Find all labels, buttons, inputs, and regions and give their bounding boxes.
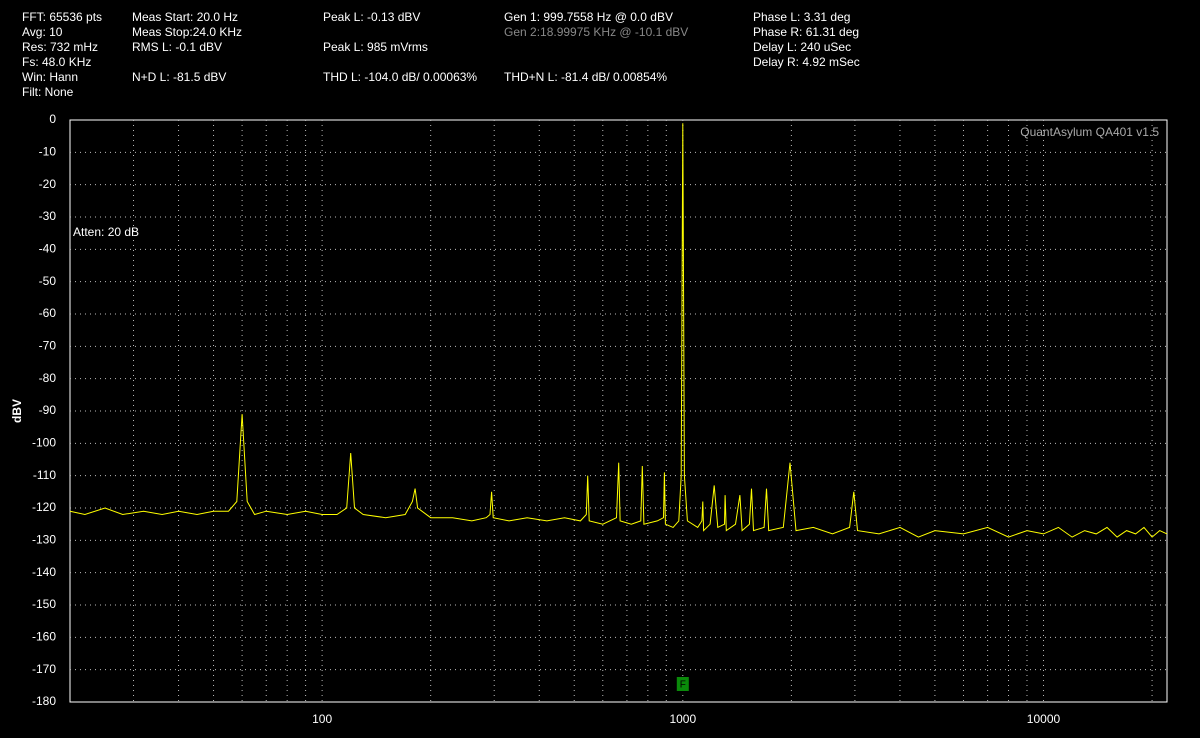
y-tick-label: -50 [39, 274, 57, 288]
header-stat: Delay R: 4.92 mSec [753, 55, 860, 69]
y-tick-label: -160 [32, 630, 56, 644]
x-tick-label: 1000 [669, 712, 696, 726]
header-stat: Peak L: -0.13 dBV [323, 10, 420, 24]
annotation: Atten: 20 dB [73, 225, 139, 239]
y-tick-label: -60 [39, 306, 57, 320]
header-stat: Meas Start: 20.0 Hz [132, 10, 238, 24]
header-stat: Fs: 48.0 KHz [22, 55, 91, 69]
header-stat: Gen 1: 999.7558 Hz @ 0.0 dBV [504, 10, 673, 24]
watermark: QuantAsylum QA401 v1.5 [1020, 125, 1159, 139]
header-stat: Win: Hann [22, 70, 78, 84]
y-tick-label: -120 [32, 500, 56, 514]
header-stat: Peak L: 985 mVrms [323, 40, 428, 54]
y-tick-label: -100 [32, 436, 56, 450]
header-stat: Avg: 10 [22, 25, 63, 39]
header-stat: Filt: None [22, 85, 74, 99]
header-stat: Phase R: 61.31 deg [753, 25, 859, 39]
x-tick-label: 100 [312, 712, 332, 726]
y-tick-label: -150 [32, 597, 56, 611]
y-tick-label: -80 [39, 371, 57, 385]
y-tick-label: -70 [39, 339, 57, 353]
y-tick-label: -140 [32, 565, 56, 579]
header-stat: Meas Stop:24.0 KHz [132, 25, 242, 39]
y-axis-label: dBV [10, 399, 24, 423]
y-tick-label: -180 [32, 694, 56, 708]
y-tick-label: -110 [33, 468, 56, 482]
x-tick-label: 10000 [1027, 712, 1061, 726]
marker-label: F [680, 680, 686, 691]
y-tick-label: -90 [39, 403, 57, 417]
header-stat: Gen 2:18.99975 KHz @ -10.1 dBV [504, 25, 688, 39]
header-stat: FFT: 65536 pts [22, 10, 102, 24]
y-tick-label: -170 [32, 662, 56, 676]
spectrum-line [69, 123, 1168, 538]
y-tick-label: -20 [39, 177, 57, 191]
header-stat: THD+N L: -81.4 dB/ 0.00854% [504, 70, 667, 84]
header-stat: Delay L: 240 uSec [753, 40, 851, 54]
y-tick-label: -30 [39, 209, 57, 223]
y-tick-label: 0 [49, 112, 56, 126]
header-stat: Res: 732 mHz [22, 40, 98, 54]
header-stat: THD L: -104.0 dB/ 0.00063% [323, 70, 477, 84]
header-stat: Phase L: 3.31 deg [753, 10, 850, 24]
header-stat: N+D L: -81.5 dBV [132, 70, 226, 84]
y-tick-label: -10 [39, 145, 57, 159]
y-tick-label: -130 [32, 533, 56, 547]
y-tick-label: -40 [39, 242, 57, 256]
marker-box [676, 677, 689, 691]
header-stat: RMS L: -0.1 dBV [132, 40, 222, 54]
